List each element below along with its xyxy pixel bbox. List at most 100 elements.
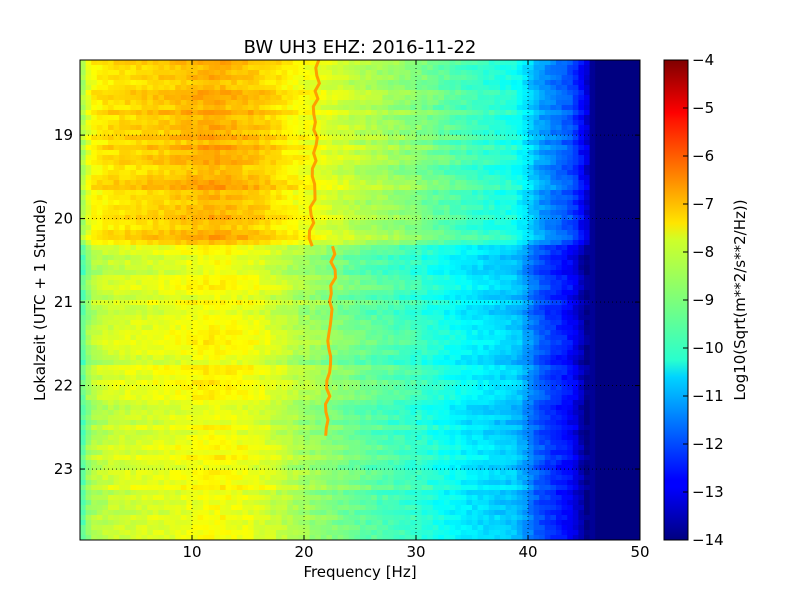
spectrogram-cell xyxy=(438,230,445,236)
spectrogram-cell xyxy=(393,105,400,111)
spectrogram-cell xyxy=(634,260,640,266)
spectrogram-cell xyxy=(488,250,495,256)
spectrogram-cell xyxy=(108,185,115,191)
spectrogram-cell xyxy=(494,175,501,181)
spectrogram-cell xyxy=(416,230,423,236)
spectrogram-cell xyxy=(147,190,154,196)
spectrogram-cell xyxy=(393,130,400,136)
spectrogram-cell xyxy=(595,195,602,201)
spectrogram-cell xyxy=(158,175,165,181)
spectrogram-cell xyxy=(589,260,596,266)
spectrogram-cell xyxy=(348,150,355,156)
spectrogram-cell xyxy=(550,290,557,296)
spectrogram-cell xyxy=(164,140,171,146)
spectrogram-cell xyxy=(343,65,350,71)
spectrogram-cell xyxy=(584,110,591,116)
spectrogram-cell xyxy=(438,145,445,151)
spectrogram-cell xyxy=(472,115,479,121)
spectrogram-cell xyxy=(270,275,277,281)
spectrogram-cell xyxy=(113,235,120,241)
spectrogram-cell xyxy=(136,90,143,96)
spectrogram-cell xyxy=(438,260,445,266)
spectrogram-cell xyxy=(276,165,283,171)
spectrogram-cell xyxy=(365,130,372,136)
spectrogram-cell xyxy=(152,265,159,271)
spectrogram-cell xyxy=(371,200,378,206)
spectrogram-cell xyxy=(85,75,92,81)
spectrogram-cell xyxy=(584,150,591,156)
spectrogram-cell xyxy=(242,130,249,136)
spectrogram-cell xyxy=(203,150,210,156)
spectrogram-cell xyxy=(488,65,495,71)
spectrogram-cell xyxy=(96,90,103,96)
spectrogram-cell xyxy=(550,155,557,161)
spectrogram-cell xyxy=(600,95,607,101)
spectrogram-cell xyxy=(455,280,462,286)
spectrogram-cell xyxy=(410,200,417,206)
spectrogram-cell xyxy=(298,230,305,236)
spectrogram-cell xyxy=(220,105,227,111)
spectrogram-cell xyxy=(208,125,215,131)
spectrogram-cell xyxy=(141,150,148,156)
spectrogram-cell xyxy=(264,285,271,291)
spectrogram-cell xyxy=(304,65,311,71)
spectrogram-cell xyxy=(108,65,115,71)
spectrogram-cell xyxy=(136,290,143,296)
spectrogram-cell xyxy=(505,175,512,181)
spectrogram-cell xyxy=(432,300,439,306)
spectrogram-cell xyxy=(270,155,277,161)
spectrogram-cell xyxy=(404,155,411,161)
spectrogram-cell xyxy=(253,150,260,156)
spectrogram-cell xyxy=(404,115,411,121)
spectrogram-cell xyxy=(175,120,182,126)
spectrogram-cell xyxy=(259,135,266,141)
spectrogram-cell xyxy=(259,240,266,246)
spectrogram-cell xyxy=(119,260,126,266)
spectrogram-cell xyxy=(561,240,568,246)
spectrogram-cell xyxy=(231,105,238,111)
spectrogram-cell xyxy=(606,285,613,291)
spectrogram-cell xyxy=(477,290,484,296)
spectrogram-cell xyxy=(348,285,355,291)
spectrogram-cell xyxy=(382,215,389,221)
spectrogram-cell xyxy=(320,135,327,141)
spectrogram-cell xyxy=(130,215,137,221)
spectrogram-cell xyxy=(634,155,640,161)
spectrogram-cell xyxy=(455,210,462,216)
spectrogram-cell xyxy=(589,165,596,171)
spectrogram-cell xyxy=(550,135,557,141)
spectrogram-cell xyxy=(522,210,529,216)
spectrogram-cell xyxy=(259,290,266,296)
spectrogram-cell xyxy=(264,105,271,111)
spectrogram-cell xyxy=(427,260,434,266)
spectrogram-cell xyxy=(371,210,378,216)
spectrogram-cell xyxy=(600,285,607,291)
spectrogram-cell xyxy=(264,270,271,276)
spectrogram-cell xyxy=(393,70,400,76)
spectrogram-cell xyxy=(539,230,546,236)
spectrogram-cell xyxy=(589,275,596,281)
spectrogram-cell xyxy=(399,60,406,66)
spectrogram-cell xyxy=(315,290,322,296)
spectrogram-cell xyxy=(175,80,182,86)
spectrogram-cell xyxy=(393,290,400,296)
spectrogram-cell xyxy=(292,80,299,86)
spectrogram-cell xyxy=(270,130,277,136)
spectrogram-cell xyxy=(589,285,596,291)
spectrogram-cell xyxy=(584,100,591,106)
spectrogram-cell xyxy=(522,200,529,206)
spectrogram-cell xyxy=(102,220,109,226)
spectrogram-cell xyxy=(164,110,171,116)
spectrogram-cell xyxy=(628,160,635,166)
spectrogram-cell xyxy=(600,190,607,196)
spectrogram-cell xyxy=(292,190,299,196)
spectrogram-cell xyxy=(516,110,523,116)
spectrogram-cell xyxy=(152,280,159,286)
spectrogram-cell xyxy=(612,140,619,146)
spectrogram-cell xyxy=(248,195,255,201)
spectrogram-cell xyxy=(124,285,131,291)
spectrogram-cell xyxy=(332,185,339,191)
spectrogram-cell xyxy=(416,250,423,256)
spectrogram-cell xyxy=(584,215,591,221)
spectrogram-cell xyxy=(404,150,411,156)
